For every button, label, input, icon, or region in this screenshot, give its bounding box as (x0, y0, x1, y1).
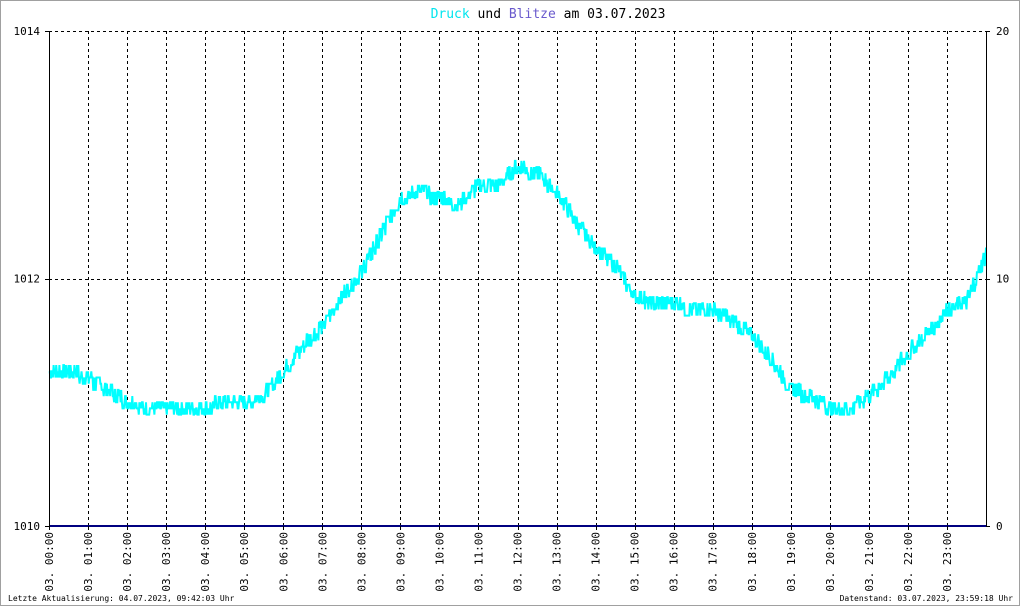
x-tick-label: 03. 02:00 (121, 532, 134, 592)
x-tick-label: 03. 14:00 (590, 532, 603, 592)
chart-title: Druck und Blitze am 03.07.2023 (431, 7, 666, 22)
right-tick-label: 20 (996, 25, 1009, 38)
x-tick-label: 03. 23:00 (941, 532, 954, 592)
x-tick-label: 03. 13:00 (551, 532, 564, 592)
series-druck (48, 159, 987, 416)
grid-lines (49, 31, 986, 526)
x-tick-label: 03. 15:00 (629, 532, 642, 592)
x-tick-label: 03. 12:00 (512, 532, 525, 592)
x-tick-label: 03. 21:00 (863, 532, 876, 592)
x-tick-label: 03. 00:00 (43, 532, 56, 592)
x-tick-label: 03. 04:00 (199, 532, 212, 592)
title-part-3: am 03.07.2023 (556, 7, 666, 22)
title-part-0: Druck (431, 7, 470, 22)
x-tick-label: 03. 22:00 (902, 532, 915, 592)
x-tick-label: 03. 08:00 (355, 532, 368, 592)
x-tick-label: 03. 18:00 (746, 532, 759, 592)
x-tick-label: 03. 03:00 (160, 532, 173, 592)
x-tick-label: 03. 10:00 (433, 532, 446, 592)
right-tick-label: 0 (996, 520, 1003, 533)
footer-last-update: Letzte Aktualisierung: 04.07.2023, 09:42… (8, 594, 235, 603)
footer-data-state: Datenstand: 03.07.2023, 23:59:18 Uhr (840, 594, 1014, 603)
x-tick-label: 03. 05:00 (238, 532, 251, 592)
x-tick-label: 03. 16:00 (668, 532, 681, 592)
x-tick-label: 03. 20:00 (824, 532, 837, 592)
x-tick-label: 03. 19:00 (785, 532, 798, 592)
druck-line (48, 159, 987, 416)
left-tick-label: 1010 (14, 520, 41, 533)
x-tick-label: 03. 01:00 (82, 532, 95, 592)
plot-axes (49, 31, 987, 526)
x-tick-label: 03. 06:00 (277, 532, 290, 592)
title-part-2: Blitze (509, 7, 556, 22)
x-tick-label: 03. 11:00 (473, 532, 486, 592)
x-tick-label: 03. 09:00 (394, 532, 407, 592)
right-tick-label: 10 (996, 273, 1009, 286)
title-part-1: und (470, 7, 509, 22)
left-tick-label: 1012 (14, 273, 41, 286)
left-tick-label: 1014 (14, 25, 41, 38)
x-tick-label: 03. 07:00 (316, 532, 329, 592)
x-tick-label: 03. 17:00 (707, 532, 720, 592)
tick-labels: 1010 1012 1014 0 10 20 03. 00:00 03. 01:00 03. 0… (14, 25, 1010, 592)
